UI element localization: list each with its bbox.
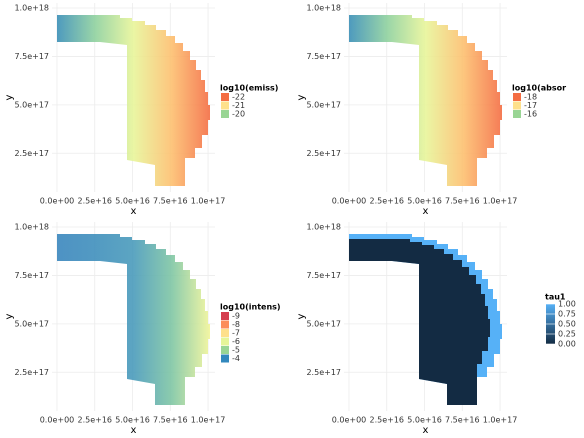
legend-label: -20 — [232, 110, 245, 119]
y-tick-label: 1.0e+18 — [14, 223, 49, 232]
legend-swatch — [221, 93, 229, 101]
legend-title: log10(absor — [512, 84, 566, 93]
panel: 0.0e+00 2.5e+16 5.0e+16 7.5e+16 1.0e+17 2.5e+… — [4, 3, 278, 217]
x-tick-label: 0.0e+00 — [332, 197, 367, 206]
y-tick-label: 7.5e+17 — [14, 52, 49, 61]
legend-label: -5 — [232, 346, 240, 355]
x-tick-label: 1.0e+17 — [483, 416, 518, 425]
x-tick-label: 0.0e+00 — [40, 197, 75, 206]
y-tick-label: 2.5e+17 — [306, 149, 341, 158]
legend-label: -16 — [524, 110, 537, 119]
colorbar-label: 0.00 — [558, 340, 576, 349]
legend-title: log10(intens) — [220, 303, 281, 312]
region — [57, 15, 210, 186]
colorbar-label: 1.00 — [558, 300, 576, 309]
panel: 0.0e+00 2.5e+16 5.0e+16 7.5e+16 1.0e+17 2.5e+… — [296, 222, 576, 436]
y-tick-label: 5.0e+17 — [306, 100, 341, 109]
x-tick-label: 0.0e+00 — [40, 416, 75, 425]
colorbar-label: 0.25 — [558, 330, 576, 339]
y-axis-label: y — [296, 313, 307, 319]
legend-label: -6 — [232, 337, 240, 346]
x-tick-label: 5.0e+16 — [115, 416, 150, 425]
x-axis-label: x — [423, 425, 429, 436]
y-axis-label: y — [4, 94, 15, 100]
legend-swatch — [221, 312, 229, 320]
legend-swatch — [513, 110, 521, 118]
x-tick-label: 5.0e+16 — [407, 416, 442, 425]
x-tick-label: 5.0e+16 — [407, 197, 442, 206]
legend-title: tau1 — [545, 293, 566, 302]
region — [349, 239, 490, 405]
x-tick-label: 7.5e+16 — [445, 197, 480, 206]
legend-label: -22 — [232, 93, 245, 102]
legend-swatch — [221, 110, 229, 118]
y-tick-label: 2.5e+17 — [14, 368, 49, 377]
x-tick-label: 1.0e+17 — [483, 197, 518, 206]
x-tick-label: 5.0e+16 — [115, 197, 150, 206]
y-tick-label: 7.5e+17 — [306, 52, 341, 61]
y-axis-label: y — [296, 94, 307, 100]
colorbar-label: 0.50 — [558, 320, 576, 329]
x-tick-label: 2.5e+16 — [77, 197, 112, 206]
x-tick-label: 1.0e+17 — [191, 197, 226, 206]
y-tick-label: 1.0e+18 — [306, 4, 341, 13]
region — [349, 15, 502, 186]
legend-label: -18 — [524, 93, 537, 102]
legend-label: -17 — [524, 101, 537, 110]
legend-swatch — [221, 354, 229, 363]
legend-swatch — [221, 337, 229, 346]
legend-swatch — [221, 101, 229, 110]
x-tick-label: 2.5e+16 — [369, 416, 404, 425]
x-tick-label: 2.5e+16 — [369, 197, 404, 206]
x-axis-label: x — [131, 425, 137, 436]
x-tick-label: 7.5e+16 — [153, 197, 188, 206]
panel: 0.0e+00 2.5e+16 5.0e+16 7.5e+16 1.0e+17 2.5e+… — [4, 222, 281, 436]
x-tick-label: 7.5e+16 — [153, 416, 188, 425]
y-tick-label: 2.5e+17 — [14, 149, 49, 158]
y-tick-label: 7.5e+17 — [306, 271, 341, 280]
x-tick-label: 7.5e+16 — [445, 416, 480, 425]
y-tick-label: 1.0e+18 — [306, 223, 341, 232]
y-tick-label: 1.0e+18 — [14, 4, 49, 13]
x-tick-label: 0.0e+00 — [332, 416, 367, 425]
x-axis-label: x — [423, 206, 429, 217]
y-tick-label: 5.0e+17 — [14, 100, 49, 109]
region — [57, 234, 210, 405]
legend-label: -21 — [232, 101, 245, 110]
y-tick-label: 7.5e+17 — [14, 271, 49, 280]
colorbar-label: 0.75 — [558, 310, 576, 319]
legend-label: -8 — [232, 320, 240, 329]
panel: 0.0e+00 2.5e+16 5.0e+16 7.5e+16 1.0e+17 2.5e+… — [296, 3, 566, 217]
legend-title: log10(emiss) — [220, 84, 278, 93]
legend-swatch — [513, 93, 521, 101]
legend-swatch — [221, 320, 229, 329]
x-tick-label: 1.0e+17 — [191, 416, 226, 425]
legend-label: -9 — [232, 312, 240, 321]
x-axis-label: x — [131, 206, 137, 217]
legend-swatch — [513, 101, 521, 110]
y-axis-label: y — [4, 313, 15, 319]
legend-label: -4 — [232, 354, 240, 363]
y-tick-label: 5.0e+17 — [14, 319, 49, 328]
legend-swatch — [221, 329, 229, 337]
legend-label: -7 — [232, 329, 240, 338]
x-tick-label: 2.5e+16 — [77, 416, 112, 425]
y-tick-label: 5.0e+17 — [306, 319, 341, 328]
y-tick-label: 2.5e+17 — [306, 368, 341, 377]
legend-swatch — [221, 346, 229, 354]
